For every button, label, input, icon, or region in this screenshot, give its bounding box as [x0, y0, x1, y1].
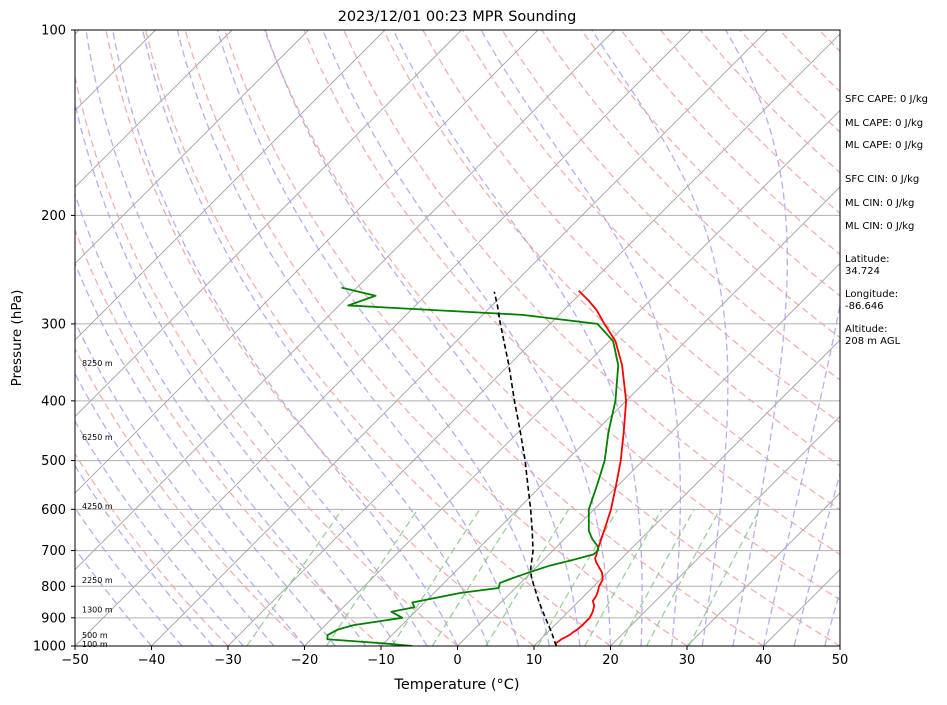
x-tick-label: 0	[453, 653, 461, 668]
x-tick-label: 40	[755, 653, 772, 668]
x-tick-label: −50	[61, 653, 88, 668]
height-label: 100 m	[82, 640, 108, 649]
y-tick-label: 1000	[33, 640, 66, 655]
y-tick-label: 900	[41, 611, 66, 626]
y-tick-label: 500	[41, 454, 66, 469]
altitude-value: 208 m AGL	[845, 336, 901, 347]
y-tick-label: 200	[41, 209, 66, 224]
latitude-label: Latitude:	[845, 254, 890, 265]
height-label: 8250 m	[82, 359, 113, 368]
x-tick-label: 20	[602, 653, 619, 668]
y-tick-label: 400	[41, 394, 66, 409]
height-label: 6250 m	[82, 433, 113, 442]
x-tick-label: 50	[832, 653, 849, 668]
y-tick-label: 300	[41, 317, 66, 332]
x-tick-label: 10	[526, 653, 543, 668]
y-tick-label: 100	[41, 24, 66, 39]
height-label: 2250 m	[82, 576, 113, 585]
sfc-cape-text: SFC CAPE: 0 J/kg	[845, 94, 928, 105]
x-tick-label: −10	[367, 653, 394, 668]
latitude-value: 34.724	[845, 266, 880, 277]
ml-cin-text: ML CIN: 0 J/kg	[845, 221, 914, 232]
chart-title: 2023/12/01 00:23 MPR Sounding	[338, 9, 577, 25]
x-axis-label: Temperature (°C)	[393, 677, 519, 693]
x-tick-label: −20	[291, 653, 318, 668]
x-tick-label: 30	[679, 653, 696, 668]
x-tick-label: −40	[138, 653, 165, 668]
height-label: 4250 m	[82, 502, 113, 511]
y-axis-label: Pressure (hPa)	[9, 290, 25, 387]
x-tick-label: −30	[214, 653, 241, 668]
ml-cape-text: ML CAPE: 0 J/kg	[845, 118, 923, 129]
y-tick-label: 800	[41, 580, 66, 595]
ml-cape-text: ML CAPE: 0 J/kg	[845, 140, 923, 151]
y-tick-label: 700	[41, 544, 66, 559]
longitude-value: -86.646	[845, 301, 884, 312]
altitude-label: Altitude:	[845, 324, 887, 335]
sfc-cin-text: SFC CIN: 0 J/kg	[845, 174, 919, 185]
ml-cin-text: ML CIN: 0 J/kg	[845, 198, 914, 209]
height-label: 500 m	[82, 631, 108, 640]
longitude-label: Longitude:	[845, 289, 898, 300]
y-tick-label: 600	[41, 503, 66, 518]
height-label: 1300 m	[82, 606, 113, 615]
